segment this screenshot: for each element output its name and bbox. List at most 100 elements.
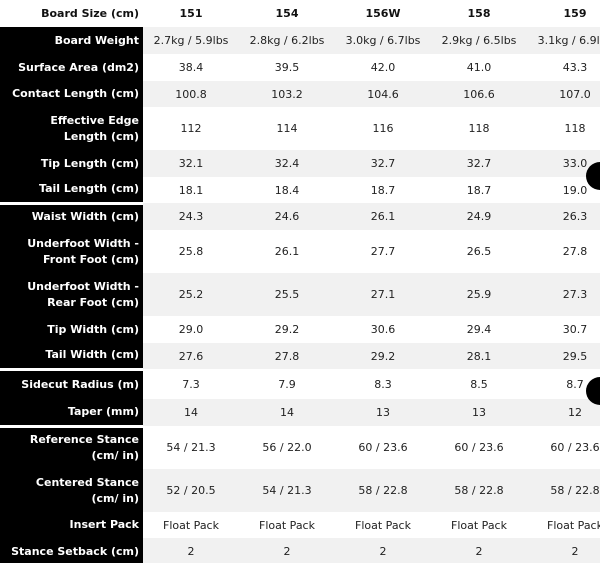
cell: 18.4: [274, 183, 300, 197]
cell: 58 / 22.8: [335, 469, 431, 512]
spec-row: Board Weight 2.7kg / 5.9lbs 2.8kg / 6.2lbs…: [0, 27, 600, 54]
cell: 54 / 21.3: [166, 441, 216, 454]
scroll-button[interactable]: [586, 377, 600, 405]
cell: 32.7: [431, 150, 527, 177]
cell: 32.4: [239, 150, 335, 177]
row-label: Tail Width (cm): [0, 343, 143, 369]
cell: 27.8: [239, 343, 335, 369]
cell: 118: [468, 122, 490, 135]
spec-row: Taper (mm) 14 14 13 13 12: [0, 399, 600, 426]
cell: 41.0: [466, 61, 492, 74]
cell: 8.5: [470, 377, 488, 391]
spec-row: Insert Pack Float Pack Float Pack Float Pac…: [0, 512, 600, 538]
cell: 24.3: [143, 203, 239, 230]
cell: 27.8: [562, 245, 588, 258]
row-label: Surface Area (dm2): [0, 54, 143, 81]
cell: 2: [143, 538, 239, 563]
cell: 2: [239, 538, 335, 563]
row-label: Effective Edge Length (cm): [0, 107, 143, 150]
cell: 25.5: [239, 273, 335, 316]
cell: 118: [564, 122, 586, 135]
cell: 43.3: [562, 61, 588, 74]
spec-row: Effective Edge Length (cm) 112 114 116 118 11…: [0, 107, 600, 150]
size-header: 158: [467, 7, 491, 20]
cell: Float Pack: [355, 518, 411, 532]
cell: 8.7: [566, 377, 584, 391]
spec-row: Underfoot Width - Rear Foot (cm) 25.2 25.5…: [0, 273, 600, 316]
cell: 12: [527, 399, 600, 426]
spec-row: Reference Stance (cm/ in) 54 / 21.3 56 / 2…: [0, 424, 600, 469]
spec-row: Contact Length (cm) 100.8 103.2 104.6 106.6 1…: [0, 81, 600, 107]
cell: 27.3: [527, 273, 600, 316]
cell: 28.1: [431, 343, 527, 369]
cell: 29.4: [466, 323, 492, 336]
cell: 8.3: [374, 377, 392, 391]
cell: 29.2: [335, 343, 431, 369]
cell: 25.9: [431, 273, 527, 316]
cell: 18.7: [370, 183, 396, 197]
cell: 106.6: [431, 81, 527, 107]
size-header: 151: [179, 7, 203, 20]
row-label: Tip Length (cm): [0, 150, 143, 177]
cell: 24.9: [431, 203, 527, 230]
cell: 25.8: [178, 245, 204, 258]
row-label: Tip Width (cm): [0, 316, 143, 343]
row-label: Tail Length (cm): [0, 177, 143, 203]
scroll-button[interactable]: [586, 162, 600, 190]
cell: 54 / 21.3: [239, 469, 335, 512]
cell: 25.2: [143, 273, 239, 316]
spec-row: Tip Width (cm) 29.0 29.2 30.6 29.4 30.7: [0, 316, 600, 343]
cell: 26.1: [335, 203, 431, 230]
cell: 112: [180, 122, 202, 135]
cell: 26.3: [527, 203, 600, 230]
cell: 32.1: [143, 150, 239, 177]
row-label: Reference Stance (cm/ in): [0, 424, 143, 469]
row-label: Stance Setback (cm): [0, 538, 143, 563]
cell: 2.8kg / 6.2lbs: [239, 27, 335, 54]
row-label: Insert Pack: [0, 512, 143, 538]
size-header: 159: [563, 7, 587, 20]
cell: 3.1kg / 6.9lbs: [527, 27, 600, 54]
cell: 13: [335, 399, 431, 426]
spec-row: Tip Length (cm) 32.1 32.4 32.7 32.7 33.0: [0, 150, 600, 177]
cell: 14: [239, 399, 335, 426]
cell: 7.3: [182, 377, 200, 391]
cell: 24.6: [239, 203, 335, 230]
cell: 2: [527, 538, 600, 563]
cell: 104.6: [335, 81, 431, 107]
cell: 116: [372, 122, 394, 135]
cell: 29.2: [274, 323, 300, 336]
cell: Float Pack: [259, 518, 315, 532]
cell: 60 / 23.6: [454, 441, 504, 454]
spec-row: Underfoot Width - Front Foot (cm) 25.8 26.…: [0, 230, 600, 273]
cell: 2.9kg / 6.5lbs: [431, 27, 527, 54]
cell: 14: [143, 399, 239, 426]
row-label: Taper (mm): [0, 399, 143, 426]
cell: 30.6: [370, 323, 396, 336]
spec-row: Sidecut Radius (m) 7.3 7.9 8.3 8.5 8.7: [0, 367, 600, 399]
cell: 27.6: [143, 343, 239, 369]
header-row: Board Size (cm) 151 154 156W 158 159: [0, 0, 600, 27]
spec-row: Stance Setback (cm) 2 2 2 2 2: [0, 538, 600, 563]
cell: 27.1: [335, 273, 431, 316]
cell: 52 / 20.5: [143, 469, 239, 512]
cell: 32.7: [335, 150, 431, 177]
cell: Float Pack: [547, 518, 600, 532]
row-label: Waist Width (cm): [0, 201, 143, 230]
row-label: Contact Length (cm): [0, 81, 143, 107]
cell: 58 / 22.8: [527, 469, 600, 512]
cell: 19.0: [562, 183, 588, 197]
row-label: Underfoot Width - Rear Foot (cm): [0, 273, 143, 316]
cell: 29.5: [527, 343, 600, 369]
cell: 26.5: [466, 245, 492, 258]
spec-row: Tail Width (cm) 27.6 27.8 29.2 28.1 29.5: [0, 343, 600, 369]
size-header: 154: [275, 7, 299, 20]
cell: Float Pack: [451, 518, 507, 532]
row-label: Board Weight: [0, 27, 143, 54]
cell: 2: [431, 538, 527, 563]
row-label: Sidecut Radius (m): [0, 367, 143, 399]
header-label: Board Size (cm): [41, 7, 139, 20]
cell: 26.1: [274, 245, 300, 258]
